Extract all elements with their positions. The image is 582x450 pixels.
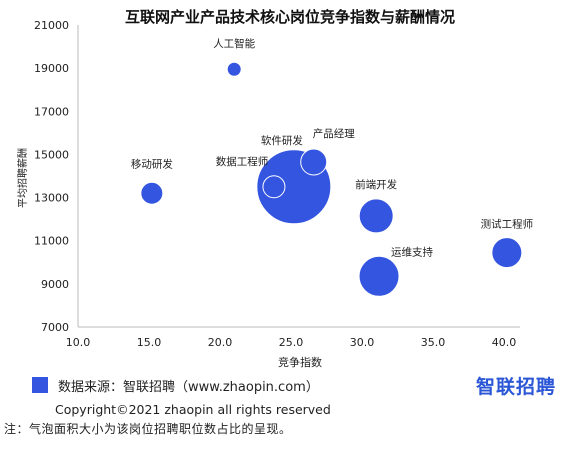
y-tick-label: 15000 [34,148,69,161]
x-tick-label: 35.0 [421,336,446,349]
y-tick-label: 13000 [34,192,69,205]
source-text: 数据来源：智联招聘（www.zhaopin.com） [58,379,319,395]
data-source: 数据来源：智联招聘（www.zhaopin.com） [32,375,319,395]
y-tick-label: 17000 [34,105,69,118]
chart-title: 互联网产业产品技术核心岗位竞争指数与薪酬情况 [125,8,455,26]
bubble [140,181,164,205]
bubble-label: 运维支持 [391,245,433,258]
y-tick-label: 7000 [41,321,69,334]
x-tick-label: 20.0 [208,336,233,349]
x-tick-labels: 10.0 15.0 20.0 25.0 30.0 35.0 40.0 [66,336,517,349]
y-tick-label: 19000 [34,62,69,75]
x-tick-label: 15.0 [137,336,162,349]
y-tick-label: 11000 [34,235,69,248]
zhaopin-logo: 智联招聘 [476,376,557,398]
bubble-chart: 互联网产业产品技术核心岗位竞争指数与薪酬情况 7000 9000 11000 1300… [16,8,533,369]
footnote: 注：气泡面积大小为该岗位招聘职位数占比的呈现。 [4,422,292,436]
bubble [300,148,328,176]
y-axis-label: 平均招聘薪酬 [16,148,29,208]
bubble-label: 前端开发 [355,178,397,191]
x-tick-label: 25.0 [279,336,304,349]
bubble [226,61,242,77]
bubble [358,198,394,234]
y-tick-label: 9000 [41,278,69,291]
y-tick-label: 21000 [34,19,69,32]
bubble-label: 移动研发 [131,157,173,170]
x-tick-label: 40.0 [492,336,517,349]
bubble-label: 测试工程师 [481,218,534,231]
bubble-label: 人工智能 [213,37,255,50]
x-tick-label: 30.0 [350,336,375,349]
bubbles [140,61,523,297]
bubble [262,175,286,199]
bubble [491,237,523,269]
x-axis-label: 竞争指数 [278,355,322,369]
bubble-label: 软件研发 [261,134,303,147]
bubble-label: 数据工程师 [216,155,269,168]
source-marker [32,377,48,393]
x-tick-label: 10.0 [66,336,91,349]
bubble-label: 产品经理 [313,127,355,140]
copyright-text: Copyright©2021 zhaopin all rights reserv… [55,402,331,417]
y-tick-labels: 7000 9000 11000 13000 15000 17000 19000 21000 [34,19,69,334]
bubble [358,255,400,297]
